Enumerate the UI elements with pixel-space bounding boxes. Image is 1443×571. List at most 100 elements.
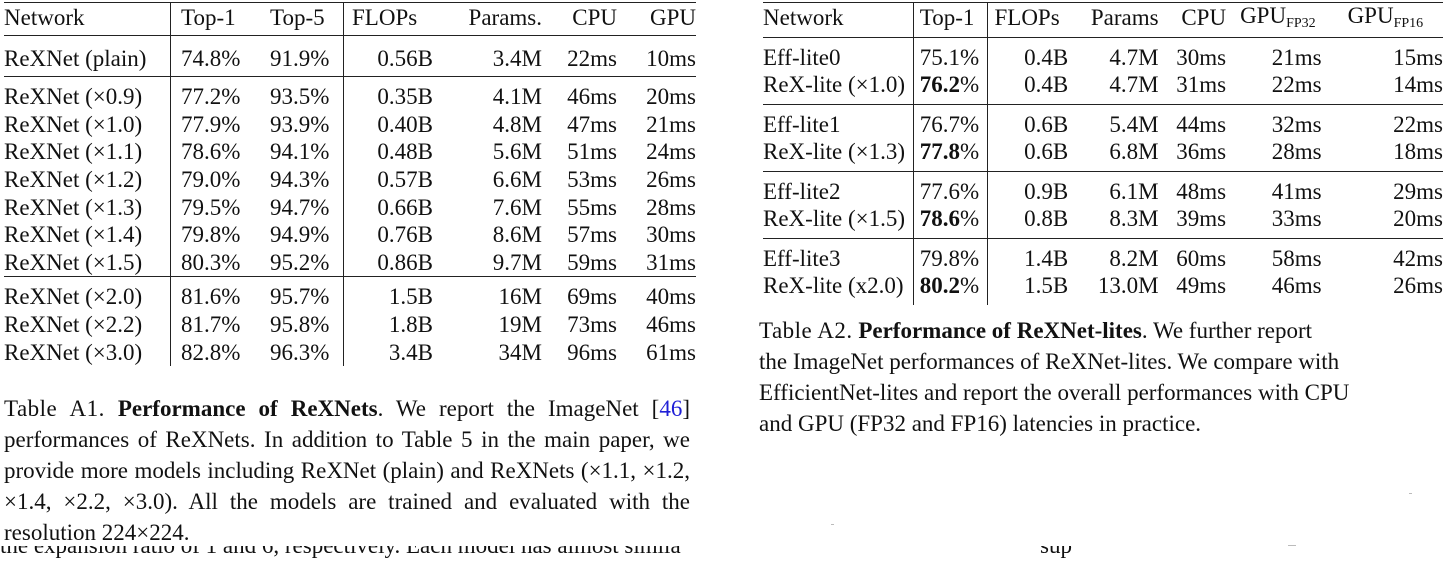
cell-gpu-fp16: 18ms [1393, 139, 1443, 164]
cell-network: ReXNet (×1.3) [4, 194, 143, 220]
cell-params: 6.6M [492, 167, 542, 193]
cell-top5: 96.3% [270, 339, 330, 365]
cell-network: ReXNet (×2.0) [4, 284, 143, 310]
cell-network: ReXNet (×1.1) [4, 139, 143, 165]
cell-network: ReXNet (×3.0) [4, 339, 143, 365]
cell-top1: 76.2% [912, 71, 989, 105]
cell-params: 5.6M [492, 139, 542, 165]
percent-sign: % [960, 273, 980, 298]
cell-network: ReXNet (×1.4) [4, 222, 143, 248]
cell-network: ReXNet (×0.9) [4, 84, 143, 110]
percent-sign: % [960, 72, 980, 97]
cell-flops: 0.6B [1024, 112, 1069, 137]
cell-flops: 0.6B [1024, 139, 1069, 164]
best-top1-value: 80.2 [919, 273, 960, 298]
cell-gpu-fp32: 46ms [1271, 273, 1322, 298]
table-a2-header-flops: FLOPs [994, 4, 1060, 30]
cell-params: 4.8M [492, 111, 542, 137]
cell-gpu-fp32: 41ms [1271, 179, 1322, 204]
citation-link[interactable]: 46 [659, 396, 683, 421]
cell-gpu-fp16: 29ms [1393, 179, 1443, 204]
table-a1-header-network: Network [4, 4, 85, 30]
table-row: Eff-lite0 75.1% 0.4B 4.7M 30ms 21ms 15ms [763, 37, 1443, 71]
table-row: Eff-lite3 79.8% 1.4B 8.2M 60ms 58ms 42ms [763, 238, 1443, 272]
percent-sign: % [960, 206, 980, 231]
table-a2-group: Eff-lite0 75.1% 0.4B 4.7M 30ms 21ms 15ms… [763, 37, 1443, 105]
cell-top1: 80.3% [170, 248, 270, 277]
table-row: ReX-lite (×1.3) 77.8% 0.6B 6.8M 36ms 28m… [763, 138, 1443, 172]
table-row: ReXNet (×1.2) 79.0% 94.3% 0.57B 6.6M 53m… [4, 165, 696, 194]
cell-top5: 95.8% [270, 312, 330, 338]
table-a1-caption: Table A1. Performance of ReXNets. We rep… [4, 393, 690, 548]
caption-text: ] performances of ReXNets. In addition t… [4, 396, 690, 545]
cell-top1: 77.9% [170, 110, 270, 139]
scan-speck [831, 524, 834, 525]
table-row: Eff-lite1 76.7% 0.6B 5.4M 44ms 32ms 22ms [763, 104, 1443, 138]
cell-network: Eff-lite3 [763, 246, 841, 271]
table-row: ReXNet (plain) 74.8% 91.9% 0.56B 3.4M 22… [4, 35, 696, 77]
table-a2: Network Top-1 FLOPs Params CPU GPUFP32 G… [763, 2, 1443, 305]
cell-flops: 0.86B [343, 248, 443, 277]
cell-flops: 0.8B [1024, 206, 1069, 231]
cell-flops: 0.9B [1024, 179, 1069, 204]
cell-cpu: 55ms [567, 194, 617, 220]
best-top1-value: 76.2 [919, 72, 960, 97]
table-a2-header-network: Network [763, 4, 844, 30]
header-gpu-base: GPU [1240, 2, 1287, 28]
cell-network: ReX-lite (x2.0) [763, 273, 904, 298]
cell-top1: 77.6% [912, 171, 989, 205]
table-a1-group-main: ReXNet (×0.9) 77.2% 93.5% 0.35B 4.1M 46m… [4, 76, 696, 277]
cell-cpu: 44ms [1176, 112, 1227, 137]
table-a1-group-large: ReXNet (×2.0) 81.6% 95.7% 1.5B 16M 69ms … [4, 276, 696, 366]
table-row: ReXNet (×1.1) 78.6% 94.1% 0.48B 5.6M 51m… [4, 138, 696, 166]
cell-params: 6.1M [1109, 179, 1159, 204]
cell-top1: 77.8% [912, 138, 989, 172]
percent-sign: % [960, 139, 980, 164]
table-row: ReX-lite (×1.5) 78.6% 0.8B 8.3M 39ms 33m… [763, 205, 1443, 239]
cell-top1: 78.6% [170, 138, 270, 166]
cell-flops: 0.48B [343, 138, 443, 166]
cell-network: ReXNet (×1.5) [4, 249, 143, 275]
cell-flops: 0.56B [343, 35, 443, 77]
table-row: Eff-lite2 77.6% 0.9B 6.1M 48ms 41ms 29ms [763, 171, 1443, 205]
cell-top1: 78.6% [912, 205, 989, 239]
caption-text: . We report the ImageNet [ [377, 396, 660, 421]
cell-top1: 74.8% [170, 35, 270, 77]
cell-params: 4.7M [1109, 45, 1159, 70]
caption-text: . We further report [1141, 318, 1313, 343]
table-a1-header-top5: Top-5 [270, 4, 325, 30]
caption-label: Table A1. [4, 396, 105, 421]
caption-title: Performance of ReXNets [117, 396, 378, 421]
table-a2-group: Eff-lite3 79.8% 1.4B 8.2M 60ms 58ms 42ms… [763, 238, 1443, 305]
table-a2-header-params: Params [1090, 4, 1159, 30]
table-row: ReXNet (×1.4) 79.8% 94.9% 0.76B 8.6M 57m… [4, 220, 696, 249]
cell-cpu: 31ms [1176, 72, 1227, 97]
cell-network: Eff-lite0 [763, 45, 841, 70]
caption-title: Performance of ReXNet-lites [858, 318, 1142, 343]
cell-gpu: 20ms [646, 84, 696, 110]
cell-gpu-fp32: 33ms [1271, 206, 1322, 231]
cell-top5: 93.9% [270, 111, 330, 137]
cell-flops: 0.57B [343, 165, 443, 194]
best-top1-value: 77.8 [919, 139, 960, 164]
cell-top1: 79.8% [170, 220, 270, 249]
cell-top5: 95.7% [270, 284, 330, 310]
cutoff-body-text: the expansion ratio of 1 and 6, respecti… [0, 546, 780, 571]
cell-network: ReX-lite (×1.0) [763, 72, 905, 97]
cell-gpu: 28ms [646, 194, 696, 220]
table-row: ReXNet (×1.5) 80.3% 95.2% 0.86B 9.7M 59m… [4, 248, 696, 277]
cell-cpu: 30ms [1176, 45, 1227, 70]
table-a2-group: Eff-lite1 76.7% 0.6B 5.4M 44ms 32ms 22ms… [763, 104, 1443, 172]
table-row: ReXNet (×2.2) 81.7% 95.8% 1.8B 19M 73ms … [4, 310, 696, 339]
cell-gpu: 24ms [646, 139, 696, 165]
table-a2-group: Eff-lite2 77.6% 0.9B 6.1M 48ms 41ms 29ms… [763, 171, 1443, 239]
cell-params: 4.7M [1109, 72, 1159, 97]
cell-cpu: 60ms [1176, 246, 1227, 271]
cell-cpu: 49ms [1176, 273, 1227, 298]
table-a2-caption: Table A2. Performance of ReXNet-lites. W… [759, 315, 1443, 439]
cell-flops: 1.5B [343, 276, 443, 311]
cell-flops: 1.5B [1024, 273, 1069, 298]
cell-params: 16M [498, 284, 542, 310]
table-a1-header-gpu: GPU [649, 4, 696, 30]
cell-top1: 79.8% [912, 238, 989, 272]
